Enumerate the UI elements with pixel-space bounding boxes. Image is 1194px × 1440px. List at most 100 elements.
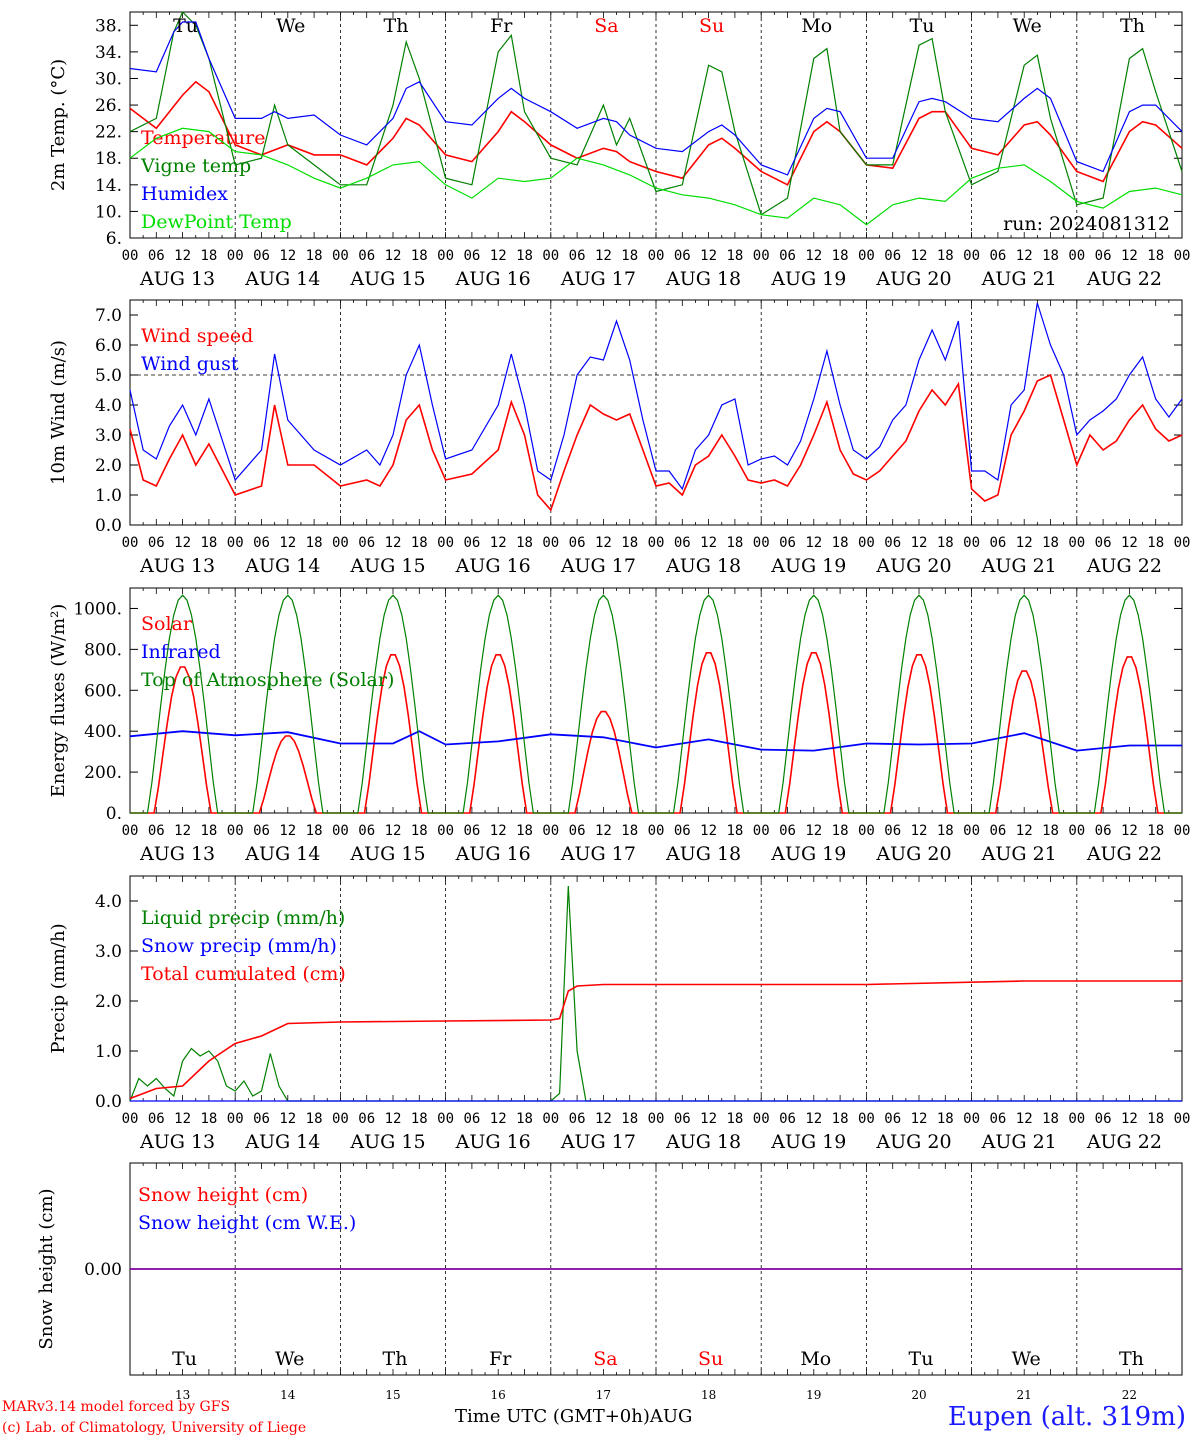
day-number: 18 [701, 1388, 716, 1402]
date-label: AUG 19 [770, 268, 846, 290]
hour-tick-label: 18 [516, 1111, 533, 1127]
y-tick-label: 6. [106, 229, 122, 249]
y-tick-label: 7.0 [95, 306, 122, 326]
hour-tick-label: 18 [306, 248, 323, 264]
hour-tick-label: 18 [1042, 535, 1059, 551]
day-name: Mo [801, 15, 832, 37]
hour-tick-label: 18 [726, 823, 743, 839]
hour-tick-label: 00 [963, 1111, 980, 1127]
hour-tick-label: 00 [437, 535, 454, 551]
date-label: AUG 15 [349, 555, 425, 577]
date-label: AUG 16 [455, 843, 531, 865]
hour-tick-label: 00 [858, 535, 875, 551]
series-line-2 [130, 594, 1182, 814]
hour-tick-label: 06 [989, 248, 1006, 264]
hour-tick-label: 06 [358, 823, 375, 839]
hour-tick-label: 12 [805, 823, 822, 839]
date-label: AUG 22 [1086, 843, 1162, 865]
day-name: Fr [489, 1348, 512, 1370]
hour-tick-label: 06 [358, 248, 375, 264]
hour-tick-label: 18 [621, 248, 638, 264]
date-label: AUG 19 [770, 843, 846, 865]
y-tick-label: 10. [95, 202, 122, 222]
hour-tick-label: 18 [200, 248, 217, 264]
date-label: AUG 18 [665, 268, 741, 290]
hour-tick-label: 06 [569, 1111, 586, 1127]
hour-tick-label: 18 [306, 1111, 323, 1127]
hour-tick-label: 18 [411, 823, 428, 839]
hour-tick-label: 18 [621, 823, 638, 839]
hour-tick-label: 12 [385, 248, 402, 264]
hour-tick-label: 06 [253, 823, 270, 839]
hour-tick-label: 18 [200, 535, 217, 551]
date-label: AUG 22 [1086, 1131, 1162, 1153]
day-name: Mo [800, 1348, 831, 1370]
hour-tick-label: 00 [648, 823, 665, 839]
hour-tick-label: 12 [490, 248, 507, 264]
y-tick-label: 1.0 [95, 1042, 122, 1062]
day-name: Fr [490, 15, 513, 37]
hour-tick-label: 12 [385, 535, 402, 551]
y-axis-label: 10m Wind (m/s) [48, 340, 69, 485]
hour-tick-label: 12 [911, 248, 928, 264]
hour-tick-label: 06 [884, 535, 901, 551]
y-tick-label: 30. [95, 69, 122, 89]
hour-tick-label: 00 [437, 1111, 454, 1127]
hour-tick-label: 00 [122, 1111, 139, 1127]
date-label: AUG 20 [875, 268, 951, 290]
date-label: AUG 20 [875, 843, 951, 865]
hour-tick-label: 00 [1174, 1111, 1191, 1127]
copyright: (c) Lab. of Climatology, University of L… [2, 1420, 307, 1436]
y-tick-label: 1.0 [95, 486, 122, 506]
series-line-3 [129, 127, 1183, 226]
day-name: Sa [593, 1348, 617, 1370]
y-tick-label: 3.0 [95, 426, 122, 446]
hour-tick-label: 12 [385, 823, 402, 839]
day-name: Su [699, 15, 724, 37]
hour-tick-label: 12 [385, 1111, 402, 1127]
hour-tick-label: 06 [148, 823, 165, 839]
hour-tick-label: 12 [279, 535, 296, 551]
day-number: 13 [175, 1388, 190, 1402]
date-label: AUG 13 [139, 1131, 215, 1153]
location-title: Eupen (alt. 319m) [947, 1402, 1186, 1432]
date-label: AUG 14 [244, 1131, 320, 1153]
hour-tick-label: 18 [621, 1111, 638, 1127]
hour-tick-label: 06 [779, 535, 796, 551]
date-label: AUG 22 [1086, 555, 1162, 577]
hour-tick-label: 06 [569, 535, 586, 551]
date-label: AUG 20 [875, 1131, 951, 1153]
date-label: AUG 14 [244, 555, 320, 577]
hour-tick-label: 18 [832, 823, 849, 839]
hour-tick-label: 06 [148, 248, 165, 264]
model-credit: MARv3.14 model forced by GFS [2, 1399, 231, 1415]
date-label: AUG 16 [455, 555, 531, 577]
hour-tick-label: 00 [122, 248, 139, 264]
date-label: AUG 15 [349, 843, 425, 865]
hour-tick-label: 12 [595, 248, 612, 264]
hour-tick-label: 12 [174, 248, 191, 264]
hour-tick-label: 06 [148, 535, 165, 551]
date-label: AUG 14 [244, 843, 320, 865]
day-number: 15 [385, 1388, 400, 1402]
hour-tick-label: 12 [279, 1111, 296, 1127]
hour-tick-label: 00 [753, 248, 770, 264]
hour-tick-label: 06 [1095, 823, 1112, 839]
date-label: AUG 22 [1086, 268, 1162, 290]
y-tick-label: 38. [95, 16, 122, 36]
day-name: Tu [172, 1348, 197, 1370]
hour-tick-label: 12 [700, 248, 717, 264]
panel-frame-2 [129, 587, 1183, 814]
hour-tick-label: 06 [989, 823, 1006, 839]
y-tick-label: 22. [95, 123, 122, 143]
series-line-2 [129, 980, 1182, 1100]
y-tick-label: 400. [84, 722, 122, 742]
hour-tick-label: 18 [1147, 248, 1164, 264]
hour-tick-label: 18 [937, 248, 954, 264]
day-name: We [275, 1348, 304, 1370]
hour-tick-label: 06 [989, 535, 1006, 551]
hour-tick-label: 06 [674, 823, 691, 839]
y-tick-label: 600. [84, 681, 122, 701]
day-name: We [276, 15, 305, 37]
date-label: AUG 21 [981, 555, 1057, 577]
